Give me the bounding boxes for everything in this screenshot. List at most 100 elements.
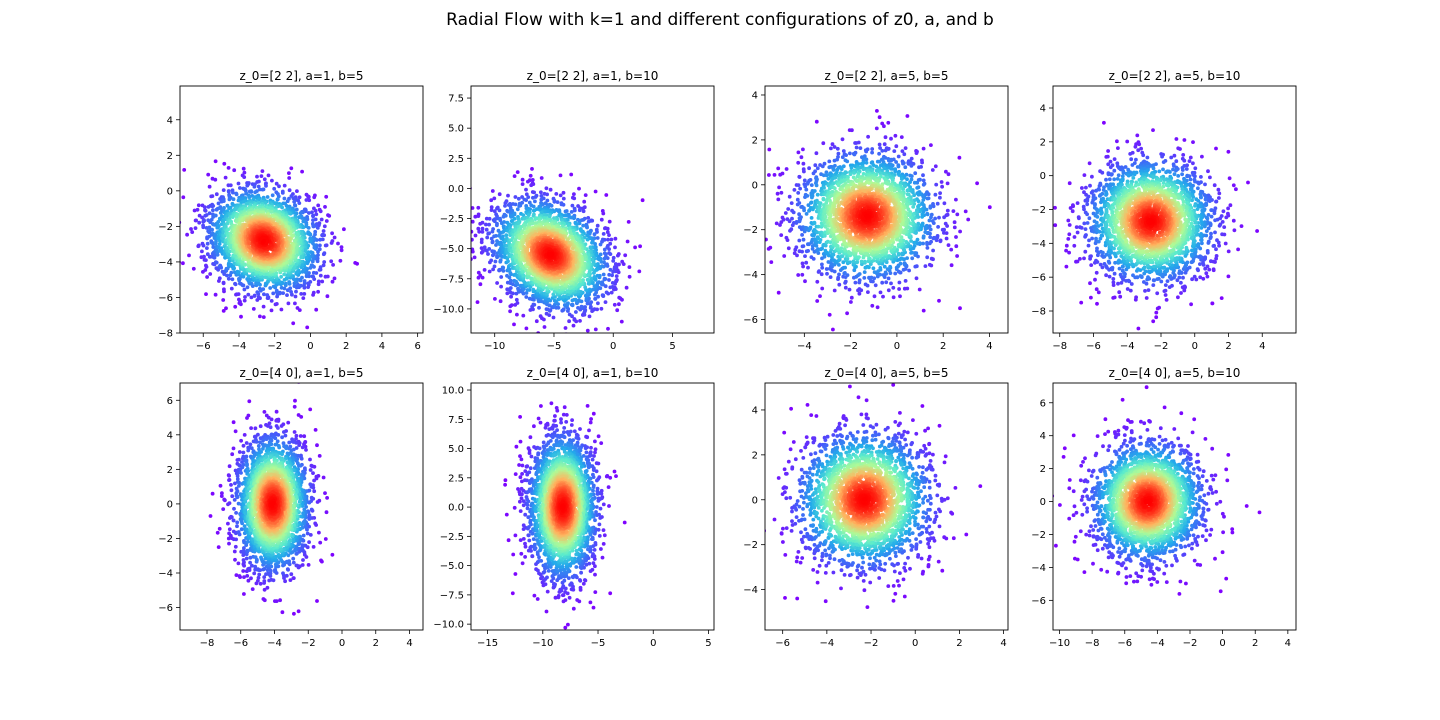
scatter-point — [316, 249, 320, 254]
scatter-point — [231, 190, 235, 195]
scatter-point — [559, 202, 564, 207]
scatter-point — [299, 254, 304, 259]
scatter-point — [221, 298, 226, 302]
scatter-point — [316, 289, 320, 294]
scatter-point — [232, 168, 237, 173]
scatter-point — [200, 249, 204, 254]
scatter-point — [339, 245, 344, 250]
scatter-point — [583, 339, 587, 343]
scatter-point — [607, 278, 611, 282]
scatter-point — [332, 235, 337, 240]
scatter-point — [495, 223, 499, 228]
scatter-point — [271, 284, 276, 289]
scatter-point — [202, 205, 207, 210]
scatter-point — [187, 253, 191, 258]
scatter-point — [490, 189, 495, 193]
scatter-point — [578, 319, 582, 323]
scatter-point — [572, 297, 576, 302]
scatter-point — [592, 275, 597, 279]
scatter-point — [265, 293, 270, 297]
scatter-point — [595, 281, 600, 286]
scatter-point — [242, 175, 247, 180]
scatter-point — [256, 295, 261, 299]
scatter-point — [279, 285, 284, 290]
scatter-point — [311, 218, 315, 223]
scatter-point — [604, 193, 609, 197]
scatter-point — [230, 277, 235, 282]
scatter-point — [576, 306, 580, 310]
scatter-point — [238, 186, 242, 190]
scatter-point — [558, 173, 563, 178]
scatter-point — [336, 241, 340, 246]
scatter-point — [515, 301, 520, 305]
scatter-point — [592, 284, 597, 288]
scatter-point — [615, 308, 620, 313]
scatter-point — [322, 224, 327, 229]
scatter-point — [528, 173, 533, 178]
scatter-point — [330, 231, 334, 236]
scatter-point — [216, 267, 221, 272]
scatter-point — [279, 307, 284, 312]
scatter-point — [511, 291, 515, 296]
scatter-point — [616, 253, 620, 258]
scatter-point — [466, 234, 470, 238]
scatter-point — [561, 307, 566, 312]
scatter-point — [263, 201, 268, 205]
scatter-point — [530, 221, 535, 226]
scatter-point — [269, 210, 274, 214]
scatter-point — [283, 281, 288, 286]
scatter-point — [617, 302, 621, 307]
scatter-point — [585, 237, 590, 242]
scatter-point — [600, 293, 605, 298]
scatter-point — [285, 293, 289, 297]
scatter-point — [561, 190, 566, 195]
scatter-point — [180, 220, 182, 225]
scatter-point — [265, 195, 270, 199]
scatter-point — [329, 241, 334, 245]
scatter-point — [489, 205, 494, 210]
scatter-point — [600, 239, 604, 244]
scatter-point — [211, 208, 215, 213]
scatter-point — [518, 227, 523, 231]
scatter-point — [471, 219, 475, 224]
scatter-point — [275, 197, 280, 202]
scatter-point — [524, 192, 529, 197]
scatter-point — [318, 237, 323, 242]
scatter-point — [221, 188, 226, 193]
scatter-point — [246, 274, 251, 279]
scatter-point — [542, 213, 547, 218]
y-tick-label: 2 — [167, 151, 173, 162]
scatter-point — [492, 209, 497, 214]
scatter-point — [513, 195, 518, 199]
scatter-point — [319, 217, 324, 222]
scatter-point — [291, 277, 296, 281]
scatter-point — [295, 306, 300, 310]
scatter-point — [569, 210, 574, 214]
scatter-point — [280, 191, 285, 195]
scatter-point — [508, 271, 513, 275]
scatter-point — [527, 284, 532, 289]
scatter-point — [300, 169, 304, 174]
scatter-point — [299, 232, 304, 236]
scatter-point — [181, 261, 185, 266]
scatter-point — [486, 252, 490, 256]
scatter-point — [599, 306, 604, 311]
scatter-point — [241, 166, 246, 171]
scatter-point — [295, 270, 299, 274]
scatter-point — [476, 214, 481, 219]
scatter-point — [311, 241, 315, 246]
scatter-point — [521, 213, 526, 218]
scatter-point — [520, 177, 525, 182]
scatter-point — [294, 289, 298, 294]
scatter-point — [626, 220, 631, 224]
scatter-point — [301, 296, 306, 300]
scatter-point — [499, 284, 503, 289]
scatter-point — [300, 262, 305, 267]
scatter-point — [586, 216, 591, 220]
scatter-point — [220, 269, 225, 274]
scatter-point — [524, 187, 528, 192]
scatter-point — [213, 159, 218, 164]
scatter-point — [493, 259, 498, 264]
scatter-point — [315, 226, 320, 230]
scatter-point — [487, 269, 492, 274]
